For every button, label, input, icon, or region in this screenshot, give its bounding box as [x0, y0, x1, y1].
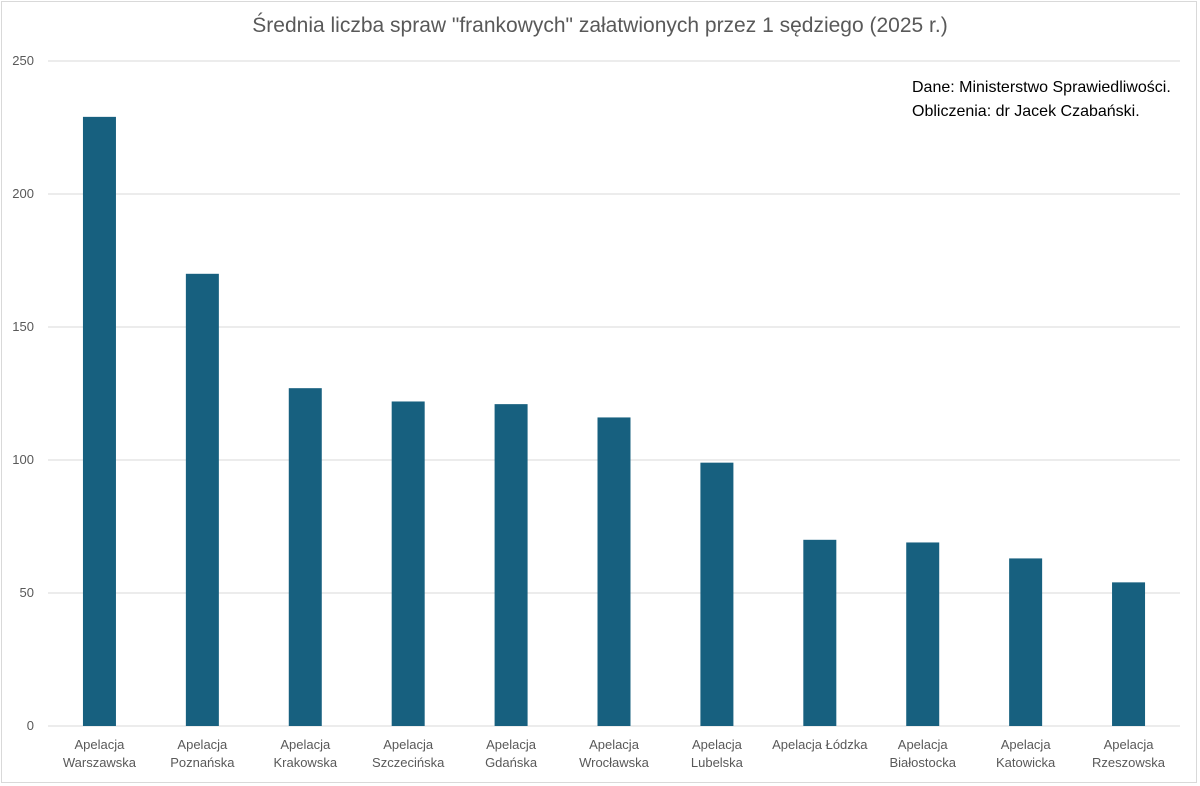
- x-category-label: Białostocka: [889, 755, 956, 770]
- bar: [906, 542, 940, 726]
- y-tick-label: 200: [12, 186, 34, 201]
- bar: [82, 116, 116, 727]
- bar: [1009, 558, 1043, 726]
- x-category-label: Gdańska: [485, 755, 538, 770]
- x-category-label: Poznańska: [170, 755, 235, 770]
- chart-title: Średnia liczba spraw "frankowych" załatw…: [252, 14, 948, 37]
- bar: [494, 404, 528, 726]
- source-line-calculations: Obliczenia: dr Jacek Czabański.: [912, 103, 1140, 120]
- bar: [700, 462, 734, 726]
- x-category-label: Apelacja Łódzka: [772, 737, 868, 752]
- bar: [185, 273, 219, 726]
- bar: [597, 417, 631, 726]
- y-tick-label: 100: [12, 452, 34, 467]
- y-tick-label: 150: [12, 319, 34, 334]
- x-category-label: Wrocławska: [579, 755, 650, 770]
- y-tick-label: 250: [12, 53, 34, 68]
- x-category-label: Katowicka: [996, 755, 1056, 770]
- bar: [1112, 582, 1146, 726]
- x-category-label: Apelacja: [589, 737, 640, 752]
- bar: [288, 388, 322, 726]
- x-category-label: Apelacja: [1104, 737, 1155, 752]
- y-tick-label: 0: [27, 718, 34, 733]
- x-category-label: Apelacja: [1001, 737, 1052, 752]
- x-category-label: Szczecińska: [372, 755, 445, 770]
- x-category-label: Apelacja: [383, 737, 434, 752]
- bar: [391, 401, 425, 726]
- x-category-label: Apelacja: [486, 737, 537, 752]
- source-annotation: Dane: Ministerstwo Sprawiedliwości. Obli…: [912, 76, 1171, 124]
- y-tick-label: 50: [20, 585, 34, 600]
- x-category-label: Apelacja: [177, 737, 228, 752]
- x-category-label: Rzeszowska: [1092, 755, 1166, 770]
- x-category-label: Apelacja: [75, 737, 126, 752]
- source-line-data: Dane: Ministerstwo Sprawiedliwości.: [912, 79, 1171, 96]
- x-category-label: Apelacja: [692, 737, 743, 752]
- x-category-label: Apelacja: [898, 737, 949, 752]
- x-category-label: Lubelska: [691, 755, 744, 770]
- x-category-label: Warszawska: [63, 755, 137, 770]
- bar: [803, 539, 837, 726]
- x-category-label: Apelacja: [280, 737, 331, 752]
- x-category-label: Krakowska: [273, 755, 337, 770]
